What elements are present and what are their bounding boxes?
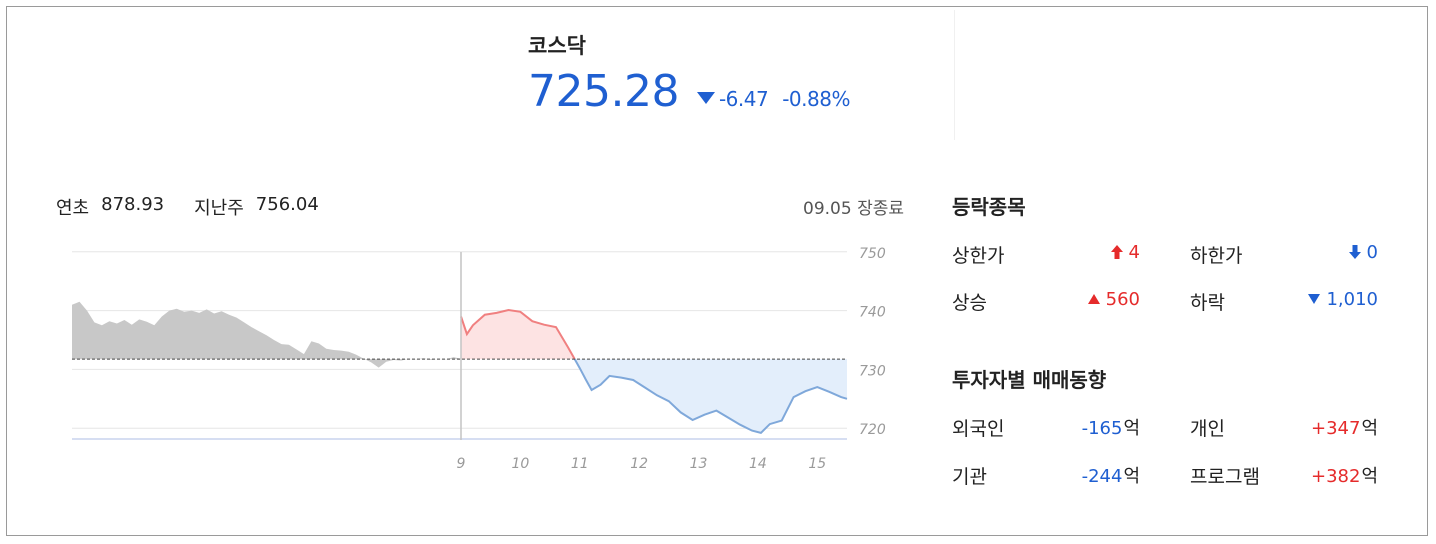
unit-label: 억 bbox=[1123, 418, 1140, 439]
fall-label: 하락 bbox=[1190, 292, 1225, 314]
x-tick-label: 9 bbox=[457, 456, 466, 472]
reference-stats: 연초 878.93 지난주 756.04 bbox=[56, 194, 349, 220]
lower-limit-value: 0 bbox=[1366, 242, 1378, 263]
market-breadth-title: 등락종목 bbox=[952, 195, 1026, 219]
x-tick-label: 12 bbox=[630, 456, 648, 472]
rise-value: 560 bbox=[1105, 289, 1140, 310]
fall-line bbox=[573, 358, 848, 435]
institution-label: 기관 bbox=[952, 466, 987, 488]
x-tick-label: 11 bbox=[571, 456, 589, 472]
market-index-widget bbox=[6, 6, 1428, 536]
market-status: 09.05 장종료 bbox=[803, 199, 904, 219]
index-name[interactable]: 코스닥 bbox=[528, 34, 586, 58]
program-value: +382 bbox=[1310, 466, 1361, 487]
x-tick-label: 13 bbox=[690, 456, 708, 472]
ytd-value: 878.93 bbox=[101, 194, 165, 215]
price-change: -6.47 bbox=[718, 87, 769, 111]
program-value-wrap: +382억 bbox=[1311, 462, 1378, 488]
institution-value: -244 bbox=[1081, 466, 1123, 487]
bold-down-arrow-icon bbox=[1348, 245, 1361, 259]
y-tick-label: 720 bbox=[859, 422, 886, 438]
previous-day-area bbox=[72, 301, 461, 368]
down-triangle-icon bbox=[1308, 294, 1321, 304]
rise-line bbox=[460, 308, 576, 360]
lastweek-label: 지난주 bbox=[194, 198, 244, 219]
intraday-chart[interactable]: 750 740 730 720 9 10 11 12 13 14 15 bbox=[60, 240, 900, 480]
unit-label: 억 bbox=[1361, 418, 1378, 439]
rise-label: 상승 bbox=[952, 292, 987, 314]
unit-label: 억 bbox=[1123, 466, 1140, 487]
x-tick-label: 15 bbox=[808, 456, 826, 472]
y-tick-label: 730 bbox=[859, 363, 886, 379]
upper-limit-label: 상한가 bbox=[952, 245, 1005, 267]
x-tick-label: 14 bbox=[749, 456, 767, 472]
investor-trend-title: 투자자별 매매동향 bbox=[952, 368, 1107, 392]
upper-limit-value-wrap: 4 bbox=[1110, 242, 1140, 263]
unit-label: 억 bbox=[1361, 466, 1378, 487]
individual-value: +347 bbox=[1310, 418, 1361, 439]
upper-limit-value: 4 bbox=[1128, 242, 1140, 263]
rise-value-wrap: 560 bbox=[1087, 289, 1140, 310]
lower-limit-label: 하한가 bbox=[1190, 245, 1243, 267]
bold-up-arrow-icon bbox=[1110, 245, 1123, 259]
x-tick-label: 10 bbox=[511, 456, 529, 472]
individual-label: 개인 bbox=[1190, 418, 1225, 440]
fall-area bbox=[574, 359, 847, 433]
up-triangle-icon bbox=[1087, 294, 1100, 304]
rise-area bbox=[461, 310, 575, 360]
foreign-label: 외국인 bbox=[952, 418, 1005, 440]
price-row: 725.28 -6.47 -0.88% bbox=[528, 66, 850, 120]
y-tick-label: 740 bbox=[859, 305, 886, 321]
institution-value-wrap: -244억 bbox=[1082, 462, 1140, 488]
fall-value: 1,010 bbox=[1326, 289, 1378, 310]
lastweek-value: 756.04 bbox=[255, 194, 319, 215]
lower-limit-value-wrap: 0 bbox=[1348, 242, 1378, 263]
program-label: 프로그램 bbox=[1190, 466, 1260, 488]
individual-value-wrap: +347억 bbox=[1311, 414, 1378, 440]
down-triangle-icon bbox=[696, 92, 715, 104]
foreign-value: -165 bbox=[1081, 418, 1123, 439]
index-price: 725.28 bbox=[528, 66, 679, 117]
y-tick-label: 750 bbox=[859, 246, 886, 262]
foreign-value-wrap: -165억 bbox=[1082, 414, 1140, 440]
fall-value-wrap: 1,010 bbox=[1308, 289, 1378, 310]
change-rate: -0.88% bbox=[782, 87, 850, 111]
ytd-label: 연초 bbox=[56, 198, 90, 219]
divider bbox=[954, 10, 955, 140]
